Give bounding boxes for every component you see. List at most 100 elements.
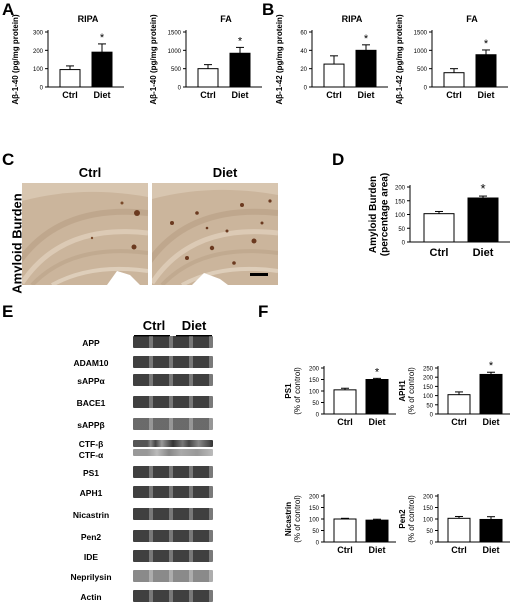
y-tick-label: 0 (316, 413, 320, 419)
chart-title: FA (466, 14, 478, 24)
x-category-label: Diet (93, 90, 110, 100)
y-tick-label: 100 (423, 518, 434, 524)
blot-band (133, 550, 213, 562)
western-blot-panel: Ctrl Diet APP ADAM10 sAPPα BACE1 sAPPβ CTF-β C… (46, 318, 246, 602)
panel-label-e: E (2, 302, 14, 321)
y-tick-label: 1500 (414, 31, 428, 37)
chart-a-fa: FA Aβ-1-40 (pg/mg protein) 0 500 1000 1500 Ctr… (149, 14, 262, 105)
scale-bar (250, 273, 268, 276)
bar-diet (355, 49, 377, 88)
chart-title: RIPA (78, 14, 99, 24)
y-tick-label: 250 (423, 367, 434, 373)
panel-label-f: F (258, 302, 269, 321)
y-tick-label: 150 (395, 199, 406, 205)
y-tick-label: 0 (304, 86, 308, 92)
bar-diet (91, 51, 113, 88)
blot-row-label: Actin (80, 592, 102, 602)
x-category-label: Diet (231, 90, 248, 100)
x-category-label: Ctrl (326, 90, 342, 100)
x-category-label: Ctrl (337, 545, 353, 555)
bar-diet (467, 197, 499, 243)
y-axis-label: Pen2(% of control) (398, 495, 416, 543)
blot-band (133, 466, 213, 478)
y-tick-label: 1000 (168, 49, 182, 55)
y-tick-label: 500 (417, 67, 428, 73)
bar-ctrl (443, 72, 465, 88)
panel-label-d: D (332, 150, 345, 169)
bar-ctrl (423, 213, 455, 243)
blot-band (133, 356, 213, 368)
bar-diet (479, 373, 503, 415)
blot-row-label: ADAM10 (73, 358, 109, 368)
y-tick-label: 0 (430, 413, 434, 419)
blot-row-label: Nicastrin (72, 510, 110, 520)
x-category-label: Ctrl (337, 417, 353, 427)
blot-ctrl-header: Ctrl (142, 318, 166, 333)
chart-f-aph1: APH1(% of control) 0 50 100 150 200 250 Ctrl Die… (398, 360, 510, 427)
blot-band (133, 570, 213, 582)
y-tick-label: 1000 (414, 49, 428, 55)
blot-band (133, 486, 213, 498)
blot-band (133, 418, 213, 430)
x-category-label: Ctrl (62, 90, 78, 100)
significance-marker: * (364, 33, 369, 45)
panel-c-diet-label: Diet (212, 165, 238, 180)
x-category-label: Ctrl (446, 90, 462, 100)
y-tick-label: 150 (423, 385, 434, 391)
blot-row-label: BACE1 (76, 398, 106, 408)
x-category-label: Ctrl (200, 90, 216, 100)
bar-ctrl (447, 394, 471, 415)
y-tick-label: 50 (312, 529, 319, 535)
x-category-label: Ctrl (451, 545, 467, 555)
y-axis-label: APH1(% of control) (398, 367, 416, 415)
y-tick-label: 0 (40, 86, 44, 92)
y-tick-label: 0 (316, 541, 320, 547)
y-tick-label: 50 (312, 401, 319, 407)
bar-ctrl (333, 389, 357, 415)
blot-band (133, 508, 213, 520)
y-tick-label: 0 (424, 86, 428, 92)
x-category-label: Diet (482, 545, 499, 555)
bar-diet (365, 379, 389, 415)
y-tick-label: 100 (309, 390, 320, 396)
y-tick-label: 50 (398, 227, 405, 233)
blot-band (133, 449, 213, 456)
y-tick-label: 200 (309, 495, 320, 501)
y-axis-label: PS1(% of control) (284, 367, 302, 415)
panel-c-ctrl-label: Ctrl (78, 165, 102, 180)
x-category-label: Diet (357, 90, 374, 100)
y-axis-label: Aβ-1-42 (pg/mg protein) (275, 14, 284, 105)
y-axis-label: Aβ-1-42 (pg/mg protein) (395, 14, 404, 105)
x-category-label: Diet (477, 90, 494, 100)
panel-label-b: B (262, 0, 275, 19)
y-tick-label: 0 (402, 241, 406, 247)
blot-row-label: CTF-β (78, 439, 104, 449)
y-tick-label: 200 (33, 49, 44, 55)
bar-diet (229, 52, 251, 88)
y-tick-label: 50 (426, 403, 433, 409)
y-tick-label: 100 (395, 213, 406, 219)
chart-f-pen2: Pen2(% of control) 0 50 100 150 200 Ctrl Diet (398, 494, 510, 555)
y-tick-label: 200 (423, 495, 434, 501)
y-tick-label: 300 (33, 31, 44, 37)
y-axis-label: Nicastrin(% of control) (284, 495, 302, 543)
blot-band (133, 374, 213, 386)
x-category-label: Diet (473, 247, 494, 259)
panel-label-c: C (2, 150, 15, 169)
y-tick-label: 200 (423, 376, 434, 382)
y-tick-label: 60 (300, 31, 307, 37)
bar-diet (365, 519, 389, 543)
blot-band (133, 530, 213, 542)
y-tick-label: 200 (395, 186, 406, 192)
bar-ctrl (323, 63, 345, 88)
blot-diet-header: Diet (181, 318, 207, 333)
blot-row-label: Pen2 (80, 532, 102, 542)
significance-marker: * (480, 181, 485, 196)
y-tick-label: 0 (178, 86, 182, 92)
significance-marker: * (100, 32, 105, 44)
y-tick-label: 500 (171, 67, 182, 73)
blot-row-label: CTF-α (78, 450, 104, 460)
blot-row-label: IDE (83, 552, 99, 562)
panel-label-a: A (2, 0, 15, 19)
blot-row-label: sAPPα (77, 376, 105, 386)
